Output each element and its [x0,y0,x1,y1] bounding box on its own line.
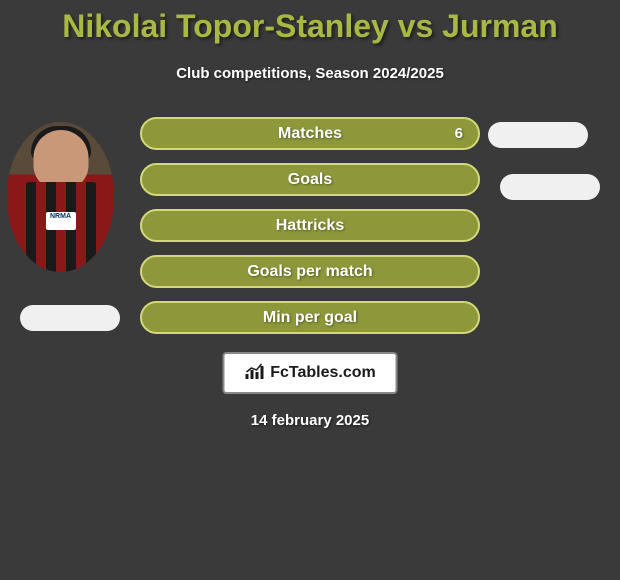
placeholder-oval-right-bottom [500,174,600,200]
stat-label-matches: Matches [278,125,342,143]
player-sponsor-logo: NRMA [46,212,76,230]
stat-label-min-per-goal: Min per goal [263,309,357,327]
player-photo-left: NRMA [7,122,114,272]
stat-bar-goals-per-match: Goals per match [140,255,480,288]
stat-label-goals-per-match: Goals per match [247,263,372,281]
chart-icon [244,362,266,385]
stat-bar-matches: Matches 6 [140,117,480,150]
page-title: Nikolai Topor-Stanley vs Jurman [0,0,620,45]
placeholder-oval-right-top [488,122,588,148]
stat-label-hattricks: Hattricks [276,217,344,235]
stat-label-goals: Goals [288,171,332,189]
stat-bar-goals: Goals [140,163,480,196]
stat-bars-container: Matches 6 Goals Hattricks Goals per matc… [140,117,480,347]
stat-bar-min-per-goal: Min per goal [140,301,480,334]
stat-value-matches: 6 [455,125,463,142]
subtitle: Club competitions, Season 2024/2025 [0,65,620,82]
player-head [33,130,88,190]
brand-text: FcTables.com [270,364,376,382]
stat-bar-hattricks: Hattricks [140,209,480,242]
brand-box[interactable]: FcTables.com [223,352,398,394]
placeholder-oval-left [20,305,120,331]
date-text: 14 february 2025 [251,412,369,429]
